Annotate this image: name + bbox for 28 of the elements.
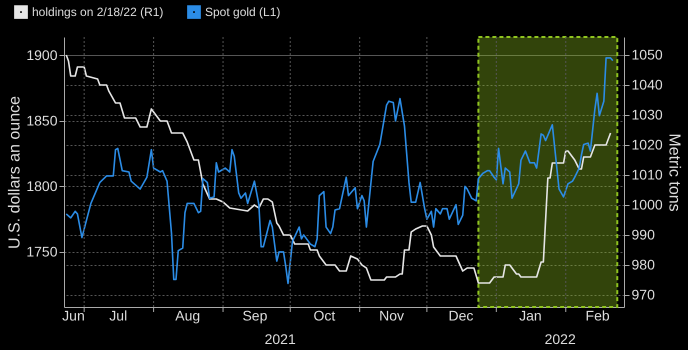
y2-tick-label: 990 [632, 226, 656, 242]
x-tick-label: Oct [313, 308, 336, 324]
y2-axis-title: Metric tons [666, 133, 683, 212]
y2-tick-label: 1000 [632, 196, 663, 212]
legend-label: holdings on 2/18/22 (R1) [32, 5, 164, 20]
y-tick-label: 1850 [26, 112, 58, 128]
text: 2022 [544, 331, 576, 347]
x-tick-label: Jul [109, 308, 128, 324]
y-axis-title: U.S. dollars an ounce [6, 96, 24, 249]
x-tick-label: Dec [448, 308, 474, 324]
x-tick-label: Jan [519, 308, 542, 324]
y2-tick-label: 1010 [632, 166, 663, 182]
y-tick-label: 1800 [26, 178, 58, 194]
y-tick-label: 1900 [26, 46, 58, 63]
y2-tick-label: 1040 [632, 76, 663, 92]
text: 2021 [264, 331, 296, 347]
y2-tick-label: 1050 [632, 46, 663, 62]
legend-label: Spot gold (L1) [205, 5, 280, 20]
y2-tick-label: 1020 [632, 136, 663, 152]
y2-tick-label: 970 [632, 286, 656, 302]
x-tick-label: Aug [175, 308, 200, 324]
x-tick-label: Jun [62, 308, 85, 324]
x-tick-label: Nov [379, 308, 404, 324]
x-tick-label: Sep [242, 308, 268, 324]
y-tick-label: 1750 [26, 243, 58, 260]
y2-tick-label: 1030 [632, 106, 663, 122]
y2-tick-label: 980 [632, 256, 656, 272]
x-tick-label: Feb [586, 308, 610, 324]
